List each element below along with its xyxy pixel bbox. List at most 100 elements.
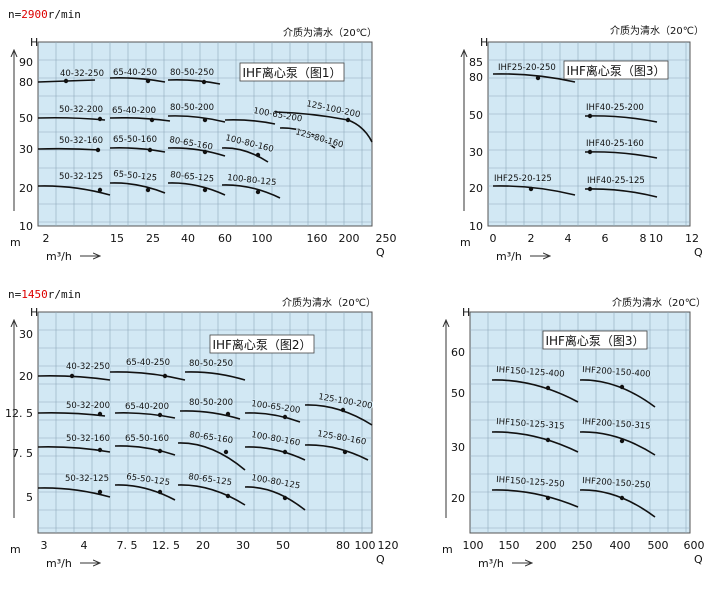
x-tick-label: 100 — [463, 539, 484, 552]
duty-point — [545, 385, 551, 391]
curve-label: 65-40-200 — [112, 106, 156, 116]
y-tick-label: 7. 5 — [12, 447, 33, 460]
duty-point — [619, 438, 625, 444]
speed-label: n=2900r/min — [8, 8, 81, 21]
x-axis-name: Q — [376, 246, 385, 259]
y-axis-unit: m — [10, 543, 21, 556]
y-tick-label: 90 — [19, 56, 33, 69]
pump-curve — [177, 484, 246, 506]
y-axis-name: H — [480, 36, 488, 49]
x-axis-name: Q — [694, 553, 703, 566]
x-tick-label: 15 — [110, 232, 124, 245]
duty-point — [587, 113, 593, 119]
x-tick-label: 12. 5 — [152, 539, 180, 552]
y-axis-unit: m — [460, 236, 471, 249]
x-tick-label: 6 — [602, 232, 609, 245]
speed-value: 2900 — [21, 8, 48, 21]
duty-point — [587, 149, 593, 155]
duty-point — [545, 495, 551, 501]
curve-label: IHF40-25-160 — [586, 139, 644, 149]
y-tick-label: 20 — [451, 492, 465, 505]
pump-curve — [579, 379, 656, 408]
y-tick-label: 80 — [19, 76, 33, 89]
curve-label: 50-32-125 — [65, 474, 109, 484]
duty-point — [157, 489, 163, 495]
duty-point — [145, 187, 151, 193]
pump-curve — [177, 442, 246, 471]
y-tick-label: 10 — [469, 220, 483, 233]
x-tick-label: 10 — [649, 232, 663, 245]
y-tick-label: 30 — [469, 146, 483, 159]
x-tick-label: 400 — [610, 539, 631, 552]
x-tick-label: 7. 5 — [117, 539, 138, 552]
y-tick-label: 85 — [469, 56, 483, 69]
duty-point — [63, 78, 69, 84]
x-tick-label: 160 — [307, 232, 328, 245]
duty-point — [345, 117, 351, 123]
pump-curve — [579, 489, 656, 518]
y-tick-label: 30 — [19, 143, 33, 156]
pump-curve — [37, 446, 111, 453]
y-tick-label: 50 — [451, 387, 465, 400]
pump-curve — [244, 412, 301, 423]
curve-label: IHF150-125-250 — [496, 475, 565, 490]
y-tick-label: 20 — [469, 182, 483, 195]
x-tick-label: 60 — [218, 232, 232, 245]
y-tick-label: 20 — [19, 182, 33, 195]
y-axis-unit: m — [442, 543, 453, 556]
curve-label: 50-32-160 — [66, 434, 110, 444]
x-tick-label: 8 — [640, 232, 647, 245]
pump-curve — [114, 412, 176, 419]
duty-point — [255, 152, 261, 158]
y-tick-label: 30 — [19, 328, 33, 341]
pump-curve — [492, 185, 576, 196]
duty-point — [587, 186, 593, 192]
x-tick-label: 120 — [378, 539, 399, 552]
pump-curve — [221, 184, 281, 199]
y-axis-name: H — [462, 306, 470, 319]
curve-label: 65-50-160 — [113, 135, 157, 145]
medium-note: 介质为清水（20℃） — [282, 296, 376, 309]
duty-point — [202, 117, 208, 123]
pump-curve — [167, 147, 226, 157]
x-tick-label: 2 — [528, 232, 535, 245]
curve-label: 50-32-200 — [66, 401, 110, 411]
x-tick-label: 500 — [648, 539, 669, 552]
duty-point — [95, 147, 101, 153]
x-tick-label: 2 — [43, 232, 50, 245]
duty-point — [545, 437, 551, 443]
x-tick-label: 25 — [146, 232, 160, 245]
pump-curve — [37, 487, 111, 498]
x-tick-label: 100 — [252, 232, 273, 245]
medium-note: 介质为清水（20℃） — [283, 26, 377, 39]
medium-note: 介质为清水（20℃） — [612, 296, 706, 309]
pump-curve — [109, 117, 171, 122]
speed-prefix: n= — [8, 8, 22, 21]
x-tick-label: 20 — [196, 539, 210, 552]
curve-label: 50-32-160 — [59, 136, 103, 146]
duty-point — [97, 116, 103, 122]
duty-point — [619, 495, 625, 501]
y-tick-label: 10 — [19, 220, 33, 233]
duty-point — [342, 449, 348, 455]
pump-curve — [184, 371, 246, 381]
duty-point — [201, 79, 207, 85]
y-tick-label: 50 — [469, 109, 483, 122]
y-tick-label: 80 — [469, 71, 483, 84]
y-tick-label: 30 — [451, 441, 465, 454]
pump-curve — [492, 73, 576, 83]
pump-curve — [304, 444, 369, 461]
duty-point — [255, 189, 261, 195]
curve-label: 80-50-250 — [189, 359, 233, 369]
pump-curve — [114, 445, 176, 456]
duty-point — [528, 186, 534, 192]
duty-point — [69, 373, 75, 379]
duty-point — [97, 411, 103, 417]
pump-curve — [109, 371, 186, 381]
y-axis-name: H — [30, 306, 38, 319]
curve-label: 80-50-250 — [170, 68, 214, 78]
y-tick-label: 5 — [26, 491, 33, 504]
duty-point — [97, 489, 103, 495]
curve-label: 65-50-160 — [125, 434, 169, 444]
